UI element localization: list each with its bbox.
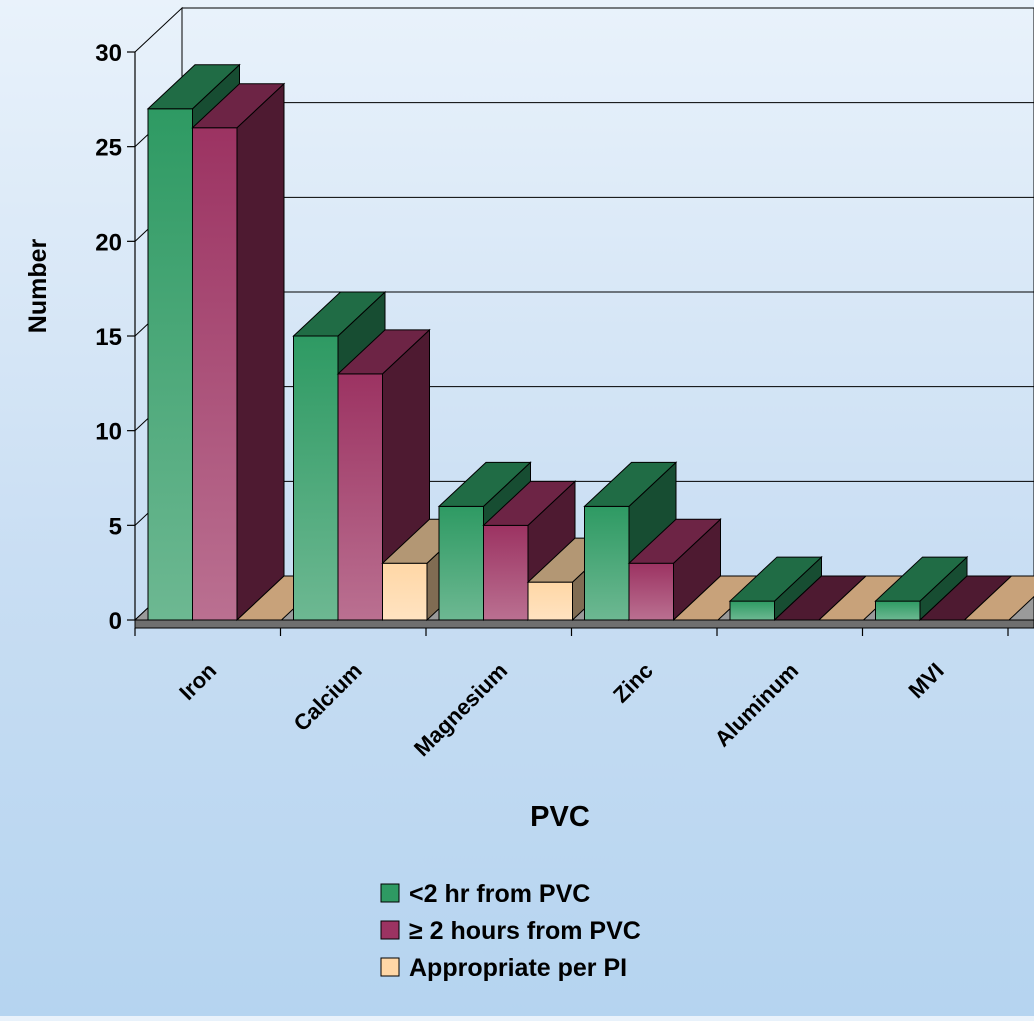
y-tick-label: 25 — [95, 135, 122, 162]
bar-front — [383, 563, 428, 620]
x-tick-label: Iron — [174, 658, 221, 705]
bar-front — [585, 506, 630, 620]
bar-side — [237, 84, 284, 620]
legend: <2 hr from PVC ≥ 2 hours from PVC Appropri… — [381, 880, 641, 982]
bar-front — [484, 525, 529, 620]
legend-item: <2 hr from PVC — [381, 880, 590, 908]
bar-front — [338, 374, 383, 620]
y-axis: 0 5 10 15 20 25 30 — [95, 40, 135, 635]
bar-front — [629, 563, 674, 620]
bar — [193, 84, 285, 620]
y-axis-title: Number — [24, 239, 52, 334]
x-tick-label: Zinc — [608, 658, 658, 708]
x-tick-label: Magnesium — [409, 658, 512, 761]
legend-label: ≥ 2 hours from PVC — [409, 917, 641, 945]
y-tick-label: 0 — [109, 608, 122, 635]
legend-swatch — [381, 884, 399, 902]
bar-front — [193, 128, 238, 620]
bar-front — [876, 601, 921, 620]
x-axis-title: PVC — [530, 801, 590, 833]
floor-front — [135, 620, 1034, 628]
y-tick-label: 30 — [95, 40, 122, 67]
legend-label: <2 hr from PVC — [409, 880, 590, 908]
bar-front — [294, 336, 339, 620]
y-tick-label: 5 — [109, 513, 122, 540]
x-tick-label: Aluminum — [710, 658, 804, 752]
y-tick-label: 10 — [95, 419, 122, 446]
y-tick-label: 15 — [95, 324, 122, 351]
legend-swatch — [381, 958, 399, 976]
x-tick-label: MVI — [903, 658, 948, 703]
x-tick-label: Calcium — [289, 658, 367, 736]
legend-swatch — [381, 921, 399, 939]
legend-label: Appropriate per PI — [409, 954, 627, 982]
legend-item: Appropriate per PI — [381, 954, 627, 982]
bar-front — [439, 506, 484, 620]
x-axis-labels: Iron Calcium Magnesium Zinc Aluminum MVI — [135, 628, 1008, 761]
legend-item: ≥ 2 hours from PVC — [381, 917, 641, 945]
bars — [148, 65, 1034, 620]
bar-front — [730, 601, 775, 620]
bar-front — [148, 109, 193, 620]
y-tick-label: 20 — [95, 229, 122, 256]
bar-front — [528, 582, 573, 620]
